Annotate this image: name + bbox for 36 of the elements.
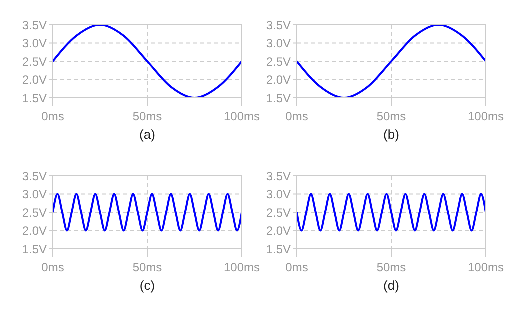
- x-tick-label: 0ms: [42, 110, 64, 124]
- y-tick-label: 2.5V: [22, 206, 47, 220]
- y-tick-label: 3.5V: [22, 18, 47, 32]
- x-tick-label: 50ms: [376, 110, 406, 124]
- x-tick-label: 50ms: [132, 110, 162, 124]
- y-tick-label: 2.5V: [266, 54, 291, 69]
- x-tick-label: 0ms: [42, 260, 64, 275]
- y-tick-label: 3.5V: [22, 169, 47, 184]
- x-axis-title: (c): [140, 278, 156, 294]
- x-tick-label: 100ms: [224, 110, 260, 124]
- y-tick-label: 3.0V: [22, 188, 47, 202]
- y-tick-label: 2.0V: [266, 224, 291, 238]
- y-tick-label: 3.5V: [266, 18, 291, 32]
- y-tick-label: 3.0V: [266, 36, 291, 51]
- y-tick-label: 1.5V: [266, 91, 291, 106]
- y-tick-label: 1.5V: [22, 91, 47, 106]
- x-tick-label: 0ms: [286, 110, 308, 124]
- x-axis-title: (a): [140, 127, 156, 142]
- x-tick-label: 100ms: [224, 260, 260, 275]
- y-tick-label: 3.0V: [22, 36, 47, 51]
- y-tick-label: 2.0V: [22, 224, 47, 238]
- y-tick-label: 2.0V: [22, 73, 47, 88]
- x-tick-label: 100ms: [468, 260, 504, 275]
- y-tick-label: 3.5V: [266, 169, 291, 184]
- x-tick-label: 100ms: [468, 110, 504, 124]
- x-axis-title: (b): [384, 127, 400, 142]
- y-tick-label: 1.5V: [22, 242, 47, 256]
- y-tick-label: 2.5V: [22, 54, 47, 69]
- x-axis-title: (d): [384, 278, 400, 294]
- y-tick-label: 1.5V: [266, 242, 291, 256]
- x-tick-label: 50ms: [376, 260, 406, 275]
- y-tick-label: 3.0V: [266, 188, 291, 202]
- y-tick-label: 2.0V: [266, 73, 291, 88]
- y-tick-label: 2.5V: [266, 206, 291, 220]
- x-tick-label: 0ms: [286, 260, 308, 275]
- x-tick-label: 50ms: [132, 260, 162, 275]
